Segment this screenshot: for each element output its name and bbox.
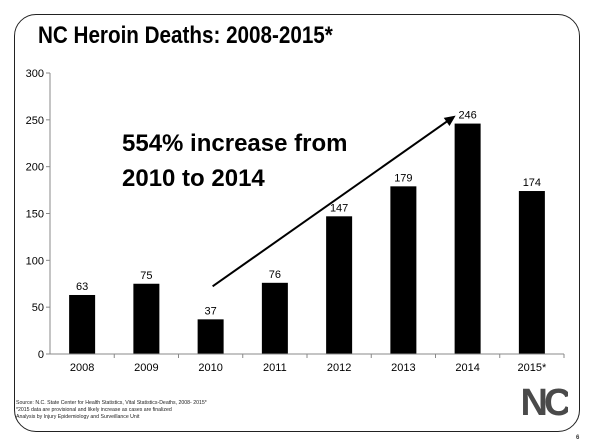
- data-label-2011: 76: [269, 269, 281, 281]
- x-tick-label-2011: 2011: [263, 362, 287, 374]
- slide-frame: [14, 14, 580, 432]
- trend-arrow-line: [212, 118, 451, 288]
- footnote-source: Source: N.C. State Center for Health Sta…: [16, 400, 207, 406]
- bar-2012: [326, 216, 353, 354]
- trend-arrow: [212, 115, 456, 288]
- y-tick-label: 200: [26, 162, 44, 174]
- nc-logo-text: NC: [521, 382, 568, 418]
- bar-2009: [133, 283, 160, 354]
- increase-annotation: 554% increase from 2010 to 2014: [122, 126, 347, 196]
- y-tick-label: 100: [26, 255, 44, 267]
- x-tick-label-2009: 2009: [134, 362, 158, 374]
- y-axis: 0 50 100 150 200 250 300: [26, 68, 51, 361]
- data-label-2015*: 174: [523, 177, 541, 189]
- y-tick-label: 300: [26, 68, 44, 80]
- data-label-2008: 63: [76, 281, 88, 293]
- chart-title: NC Heroin Deaths: 2008-2015*: [38, 22, 333, 49]
- y-tick-label: 0: [38, 349, 44, 361]
- y-tick-label: 150: [26, 209, 44, 221]
- annotation-line-1: 554% increase from: [122, 130, 348, 157]
- trend-arrow-head: [443, 115, 456, 126]
- bar-2010: [197, 319, 224, 354]
- data-label-2010: 37: [205, 305, 217, 317]
- data-label-2014: 246: [458, 110, 476, 122]
- bar-2013: [390, 186, 417, 354]
- x-axis: 2008 2009 2010 2011 2012 2013 2014 2015*: [50, 353, 565, 374]
- footnotes: Source: N.C. State Center for Health Sta…: [16, 400, 207, 421]
- y-tick-label: 250: [26, 115, 44, 127]
- bar-2015*: [518, 191, 545, 354]
- x-tick-label-2010: 2010: [198, 362, 222, 374]
- data-label-2012: 147: [330, 202, 348, 214]
- data-label-2009: 75: [140, 270, 152, 282]
- bar-2014: [454, 123, 481, 354]
- x-tick-label-2008: 2008: [70, 362, 94, 374]
- x-tick-label-2012: 2012: [327, 362, 351, 374]
- footnote-provisional: *2015 data are provisional and likely in…: [16, 407, 172, 413]
- nc-logo-icon: NC: [521, 382, 568, 418]
- annotation-line-2: 2010 to 2014: [122, 165, 265, 192]
- data-label-2013: 179: [394, 172, 412, 184]
- x-tick-label-2014: 2014: [455, 362, 479, 374]
- bar-2008: [69, 294, 96, 354]
- bar-2011: [261, 282, 288, 354]
- x-tick-label-2015*: 2015*: [517, 362, 546, 374]
- x-tick-label-2013: 2013: [391, 362, 415, 374]
- bars: 63 75 37 76 147 179 246 174: [69, 110, 545, 354]
- page-number: 6: [576, 435, 580, 441]
- y-tick-label: 50: [32, 302, 44, 314]
- footnote-analysis: Analysis by Injury Epidemiology and Surv…: [16, 414, 140, 420]
